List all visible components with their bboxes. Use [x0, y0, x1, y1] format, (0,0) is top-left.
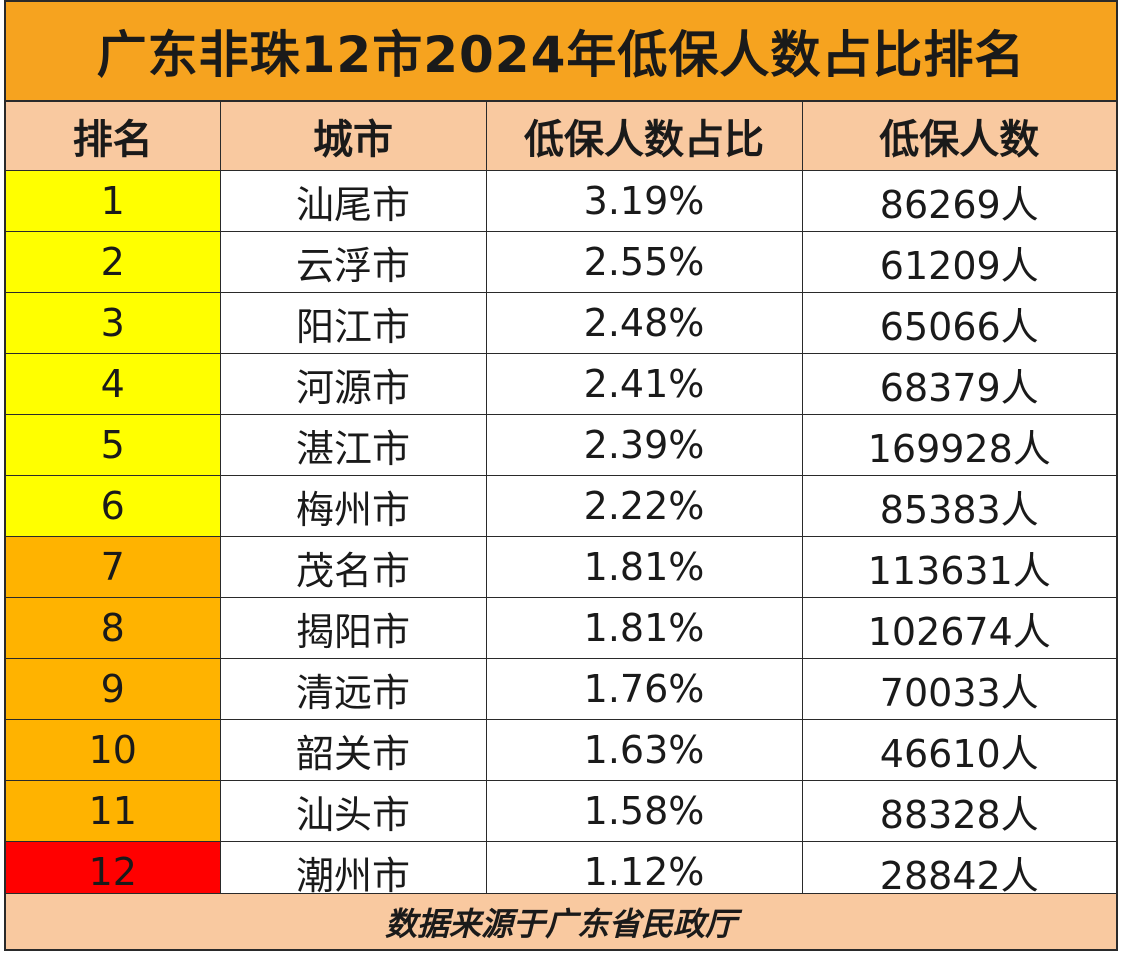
city-cell: 韶关市 [219, 719, 487, 781]
count-cell: 65066人 [801, 292, 1116, 354]
table-header: 排名 城市 低保人数占比 低保人数 [6, 102, 1116, 171]
ranking-card: 广东非珠12市2024年低保人数占比排名 排名 城市 低保人数占比 低保人数 1… [4, 0, 1118, 951]
table-row: 7 茂名市 1.81% 113631人 [6, 536, 1116, 598]
ratio-cell: 1.81% [485, 536, 803, 598]
city-cell: 茂名市 [219, 536, 487, 598]
ratio-cell: 2.48% [485, 292, 803, 354]
table-body: 1 汕尾市 3.19% 86269人 2 云浮市 2.55% 61209人 3 … [6, 170, 1116, 903]
table-row: 12 潮州市 1.12% 28842人 [6, 841, 1116, 903]
table-row: 6 梅州市 2.22% 85383人 [6, 475, 1116, 537]
count-cell: 113631人 [801, 536, 1116, 598]
header-rank: 排名 [6, 102, 221, 171]
header-ratio: 低保人数占比 [485, 102, 803, 171]
table-row: 9 清远市 1.76% 70033人 [6, 658, 1116, 720]
count-cell: 88328人 [801, 780, 1116, 842]
count-cell: 70033人 [801, 658, 1116, 720]
ratio-cell: 2.41% [485, 353, 803, 415]
rank-cell: 5 [6, 414, 221, 476]
table-row: 1 汕尾市 3.19% 86269人 [6, 170, 1116, 232]
table-row: 3 阳江市 2.48% 65066人 [6, 292, 1116, 354]
city-cell: 云浮市 [219, 231, 487, 293]
rank-cell: 1 [6, 170, 221, 232]
rank-cell: 10 [6, 719, 221, 781]
table-row: 11 汕头市 1.58% 88328人 [6, 780, 1116, 842]
count-cell: 68379人 [801, 353, 1116, 415]
rank-cell: 9 [6, 658, 221, 720]
count-cell: 102674人 [801, 597, 1116, 659]
rank-cell: 7 [6, 536, 221, 598]
rank-cell: 3 [6, 292, 221, 354]
count-cell: 61209人 [801, 231, 1116, 293]
rank-cell: 4 [6, 353, 221, 415]
header-count: 低保人数 [801, 102, 1116, 171]
ranking-table: 排名 城市 低保人数占比 低保人数 1 汕尾市 3.19% 86269人 2 云… [6, 102, 1116, 903]
rank-cell: 2 [6, 231, 221, 293]
count-cell: 85383人 [801, 475, 1116, 537]
ratio-cell: 1.81% [485, 597, 803, 659]
count-cell: 169928人 [801, 414, 1116, 476]
count-cell: 28842人 [801, 841, 1116, 903]
rank-cell: 12 [6, 841, 221, 903]
count-cell: 46610人 [801, 719, 1116, 781]
city-cell: 揭阳市 [219, 597, 487, 659]
ratio-cell: 1.76% [485, 658, 803, 720]
ratio-cell: 2.55% [485, 231, 803, 293]
ratio-cell: 1.12% [485, 841, 803, 903]
rank-cell: 8 [6, 597, 221, 659]
rank-cell: 11 [6, 780, 221, 842]
ratio-cell: 1.58% [485, 780, 803, 842]
city-cell: 清远市 [219, 658, 487, 720]
source-note: 数据来源于广东省民政厅 [6, 893, 1116, 949]
city-cell: 湛江市 [219, 414, 487, 476]
city-cell: 河源市 [219, 353, 487, 415]
table-row: 2 云浮市 2.55% 61209人 [6, 231, 1116, 293]
ratio-cell: 1.63% [485, 719, 803, 781]
ratio-cell: 3.19% [485, 170, 803, 232]
table-row: 4 河源市 2.41% 68379人 [6, 353, 1116, 415]
city-cell: 潮州市 [219, 841, 487, 903]
ratio-cell: 2.39% [485, 414, 803, 476]
table-row: 8 揭阳市 1.81% 102674人 [6, 597, 1116, 659]
table-row: 5 湛江市 2.39% 169928人 [6, 414, 1116, 476]
rank-cell: 6 [6, 475, 221, 537]
ratio-cell: 2.22% [485, 475, 803, 537]
city-cell: 汕头市 [219, 780, 487, 842]
city-cell: 梅州市 [219, 475, 487, 537]
count-cell: 86269人 [801, 170, 1116, 232]
city-cell: 汕尾市 [219, 170, 487, 232]
page-title: 广东非珠12市2024年低保人数占比排名 [6, 2, 1116, 102]
header-row: 排名 城市 低保人数占比 低保人数 [6, 102, 1116, 171]
table-row: 10 韶关市 1.63% 46610人 [6, 719, 1116, 781]
city-cell: 阳江市 [219, 292, 487, 354]
header-city: 城市 [219, 102, 487, 171]
